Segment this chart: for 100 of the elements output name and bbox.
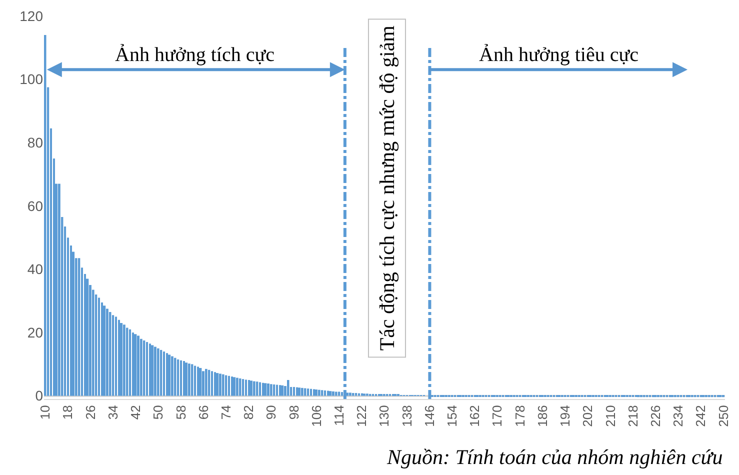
bar xyxy=(166,353,168,396)
bar xyxy=(250,380,253,396)
bar xyxy=(264,383,267,396)
bar xyxy=(231,376,233,396)
bar xyxy=(208,370,210,396)
bar xyxy=(78,258,80,396)
x-tick-label: 90 xyxy=(264,405,279,420)
bar xyxy=(313,389,315,396)
bar xyxy=(259,382,262,396)
bar xyxy=(151,345,154,396)
bar xyxy=(112,315,114,396)
bar xyxy=(202,371,204,396)
x-tick-label: 146 xyxy=(422,405,437,427)
bar xyxy=(168,354,171,396)
x-tick-label: 66 xyxy=(196,405,211,420)
bar xyxy=(327,390,329,396)
x-tick-label: 122 xyxy=(354,405,370,427)
bar xyxy=(318,390,320,396)
bar xyxy=(126,328,128,396)
bar xyxy=(324,390,326,396)
bar xyxy=(185,362,188,396)
bar xyxy=(171,356,174,396)
bar xyxy=(296,387,298,396)
x-tick-label: 10 xyxy=(38,405,53,420)
bar xyxy=(304,388,306,396)
y-tick-label: 0 xyxy=(35,388,44,404)
bar xyxy=(245,380,247,396)
bar xyxy=(177,359,180,396)
bar xyxy=(239,378,242,396)
x-tick-label: 210 xyxy=(602,405,618,427)
bar xyxy=(143,340,146,396)
x-tick-label: 226 xyxy=(648,405,663,427)
bar xyxy=(287,380,290,396)
bar xyxy=(307,388,310,396)
text: Nguồn: Tính toán của nhóm nghiên cứu xyxy=(386,445,723,469)
annotation: Ảnh hưởng tích cực xyxy=(115,43,275,66)
bar xyxy=(335,392,338,396)
bar xyxy=(214,372,216,396)
x-tick-label: 58 xyxy=(173,405,188,420)
x-tick-label: 186 xyxy=(534,405,550,427)
bar xyxy=(332,391,334,396)
bar xyxy=(194,366,196,396)
bar xyxy=(248,380,250,396)
bar xyxy=(321,390,324,396)
x-tick-label: 18 xyxy=(60,405,76,420)
x-tick-label: 114 xyxy=(332,405,347,426)
bar xyxy=(146,342,148,396)
x-tick-label: 34 xyxy=(105,405,120,420)
x-tick-label: 218 xyxy=(625,405,640,427)
bar xyxy=(273,384,276,396)
x-tick-label: 194 xyxy=(558,405,573,427)
bar xyxy=(157,348,160,396)
annotation: Tác động tích cực nhưng mức độ giảm xyxy=(374,26,399,351)
bar xyxy=(253,381,256,396)
y-tick-label: 20 xyxy=(27,324,44,340)
bar xyxy=(120,323,123,396)
bar xyxy=(123,324,126,396)
bar xyxy=(103,306,106,396)
bar xyxy=(149,344,151,396)
x-tick-label: 170 xyxy=(490,405,505,427)
x-tick-label: 26 xyxy=(82,405,98,420)
x-tick-label: 154 xyxy=(444,405,460,427)
bar xyxy=(106,308,108,396)
bar xyxy=(211,371,213,396)
bar xyxy=(301,388,304,396)
bar xyxy=(267,383,270,396)
bar xyxy=(281,385,284,396)
bar xyxy=(298,388,301,396)
y-tick-label: 100 xyxy=(20,71,44,88)
x-tick-label: 162 xyxy=(467,405,482,427)
bar xyxy=(352,392,354,396)
x-tick-label: 234 xyxy=(670,405,686,427)
bar xyxy=(219,374,222,396)
bar xyxy=(310,388,312,396)
bar xyxy=(129,329,132,396)
x-tick-label: 178 xyxy=(512,405,528,427)
y-tick-label: 40 xyxy=(27,261,44,278)
bar xyxy=(188,364,190,396)
x-tick-label: 42 xyxy=(128,405,144,420)
bar xyxy=(137,336,140,396)
bar xyxy=(279,385,281,396)
bar xyxy=(180,360,182,396)
y-tick-label: 80 xyxy=(27,134,44,151)
bar xyxy=(140,338,142,396)
bar xyxy=(225,375,228,396)
x-tick-label: 74 xyxy=(218,405,234,420)
bar xyxy=(115,316,117,396)
x-tick-label: 138 xyxy=(399,405,414,427)
bar xyxy=(163,352,165,396)
bar xyxy=(183,361,185,396)
bar xyxy=(191,364,194,396)
y-tick-label: 60 xyxy=(27,198,44,214)
bar xyxy=(205,368,208,396)
bar xyxy=(233,377,236,396)
bar xyxy=(276,384,278,396)
bar xyxy=(118,320,120,396)
annotation: Ảnh hưởng tiêu cực xyxy=(479,43,639,66)
bar xyxy=(270,384,272,396)
bar xyxy=(242,379,244,396)
bar xyxy=(315,390,318,396)
